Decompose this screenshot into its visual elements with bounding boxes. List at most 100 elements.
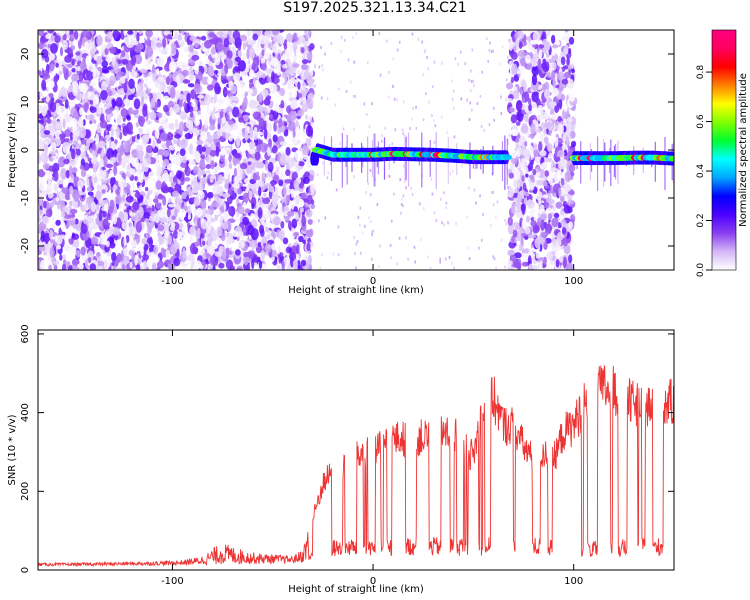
noise-blob <box>300 259 307 267</box>
noise-blob <box>218 198 222 206</box>
noise-blob <box>99 120 108 129</box>
noise-fleck <box>385 39 388 43</box>
noise-fleck <box>395 98 398 102</box>
noise-blob <box>248 140 256 150</box>
noise-blob <box>528 136 532 148</box>
noise-fleck <box>412 106 415 110</box>
noise-blob <box>531 73 538 86</box>
noise-blob <box>282 64 288 69</box>
noise-fleck <box>433 140 436 144</box>
noise-blob <box>210 160 215 170</box>
noise-blob <box>145 144 154 154</box>
noise-blob <box>103 203 109 212</box>
noise-blob <box>64 206 69 213</box>
noise-fleck <box>390 219 393 223</box>
noise-blob <box>161 185 170 194</box>
noise-blob <box>218 262 225 269</box>
noise-fleck <box>466 98 468 102</box>
noise-blob <box>162 149 170 157</box>
noise-blob <box>155 42 163 48</box>
noise-blob <box>514 39 520 48</box>
noise-fleck <box>478 246 480 250</box>
noise-blob <box>150 211 155 218</box>
noise-blob <box>163 158 170 167</box>
noise-blob <box>69 208 78 214</box>
noise-blob <box>205 253 211 258</box>
noise-blob <box>79 93 84 98</box>
noise-blob <box>247 37 252 46</box>
noise-blob <box>143 211 150 219</box>
noise-blob <box>168 203 176 208</box>
noise-blob <box>213 93 217 104</box>
noise-fleck <box>409 127 411 131</box>
noise-blob <box>61 263 67 270</box>
noise-blob <box>75 51 81 56</box>
noise-blob <box>528 162 534 172</box>
noise-blob <box>131 148 139 157</box>
noise-fleck <box>413 245 416 249</box>
noise-blob <box>542 38 548 46</box>
noise-blob <box>293 41 297 49</box>
noise-blob <box>215 41 224 51</box>
noise-blob <box>196 207 203 218</box>
noise-fleck <box>475 201 477 205</box>
noise-blob <box>542 58 547 65</box>
noise-fleck <box>324 216 327 220</box>
noise-blob <box>71 67 76 73</box>
noise-blob <box>568 48 572 54</box>
noise-fleck <box>369 168 372 172</box>
noise-blob <box>237 187 242 195</box>
noise-blob <box>266 244 272 249</box>
noise-fleck <box>447 221 449 225</box>
noise-blob <box>216 98 225 104</box>
noise-blob <box>133 126 137 133</box>
noise-blob <box>55 219 61 226</box>
noise-blob <box>205 163 212 169</box>
noise-blob <box>59 46 64 57</box>
noise-fleck <box>411 193 414 197</box>
noise-blob <box>245 187 249 194</box>
noise-blob <box>555 259 560 268</box>
noise-blob <box>92 123 97 129</box>
noise-blob <box>560 218 567 227</box>
noise-blob <box>259 34 268 45</box>
noise-blob <box>524 113 529 123</box>
noise-blob <box>60 86 66 97</box>
noise-blob <box>152 255 160 263</box>
noise-fleck <box>322 68 324 72</box>
noise-blob <box>514 32 519 40</box>
noise-blob <box>191 54 200 61</box>
noise-blob <box>531 265 538 270</box>
noise-fleck <box>398 40 401 44</box>
noise-blob <box>79 201 83 208</box>
noise-blob <box>269 114 274 119</box>
noise-blob <box>567 199 575 205</box>
noise-fleck <box>338 141 341 145</box>
noise-blob <box>55 197 60 202</box>
noise-blob <box>263 183 272 189</box>
noise-blob <box>162 195 167 206</box>
noise-blob <box>551 61 557 71</box>
noise-blob <box>300 47 305 54</box>
noise-blob <box>251 239 256 251</box>
noise-fleck <box>324 52 326 56</box>
noise-fleck <box>359 223 361 227</box>
noise-blob <box>563 71 572 79</box>
noise-blob <box>208 102 215 112</box>
noise-blob <box>203 64 208 74</box>
noise-fleck <box>431 85 434 89</box>
noise-blob <box>290 188 295 199</box>
noise-blob <box>509 163 515 169</box>
noise-blob <box>182 247 186 260</box>
noise-blob <box>306 51 313 61</box>
noise-blob <box>232 106 240 118</box>
noise-fleck <box>466 246 469 250</box>
noise-blob <box>552 44 559 49</box>
noise-fleck <box>312 79 315 83</box>
noise-blob <box>223 169 229 180</box>
noise-blob <box>48 80 55 89</box>
noise-blob <box>181 139 187 146</box>
noise-blob <box>565 262 574 270</box>
noise-blob <box>142 254 150 261</box>
noise-blob <box>244 129 249 142</box>
